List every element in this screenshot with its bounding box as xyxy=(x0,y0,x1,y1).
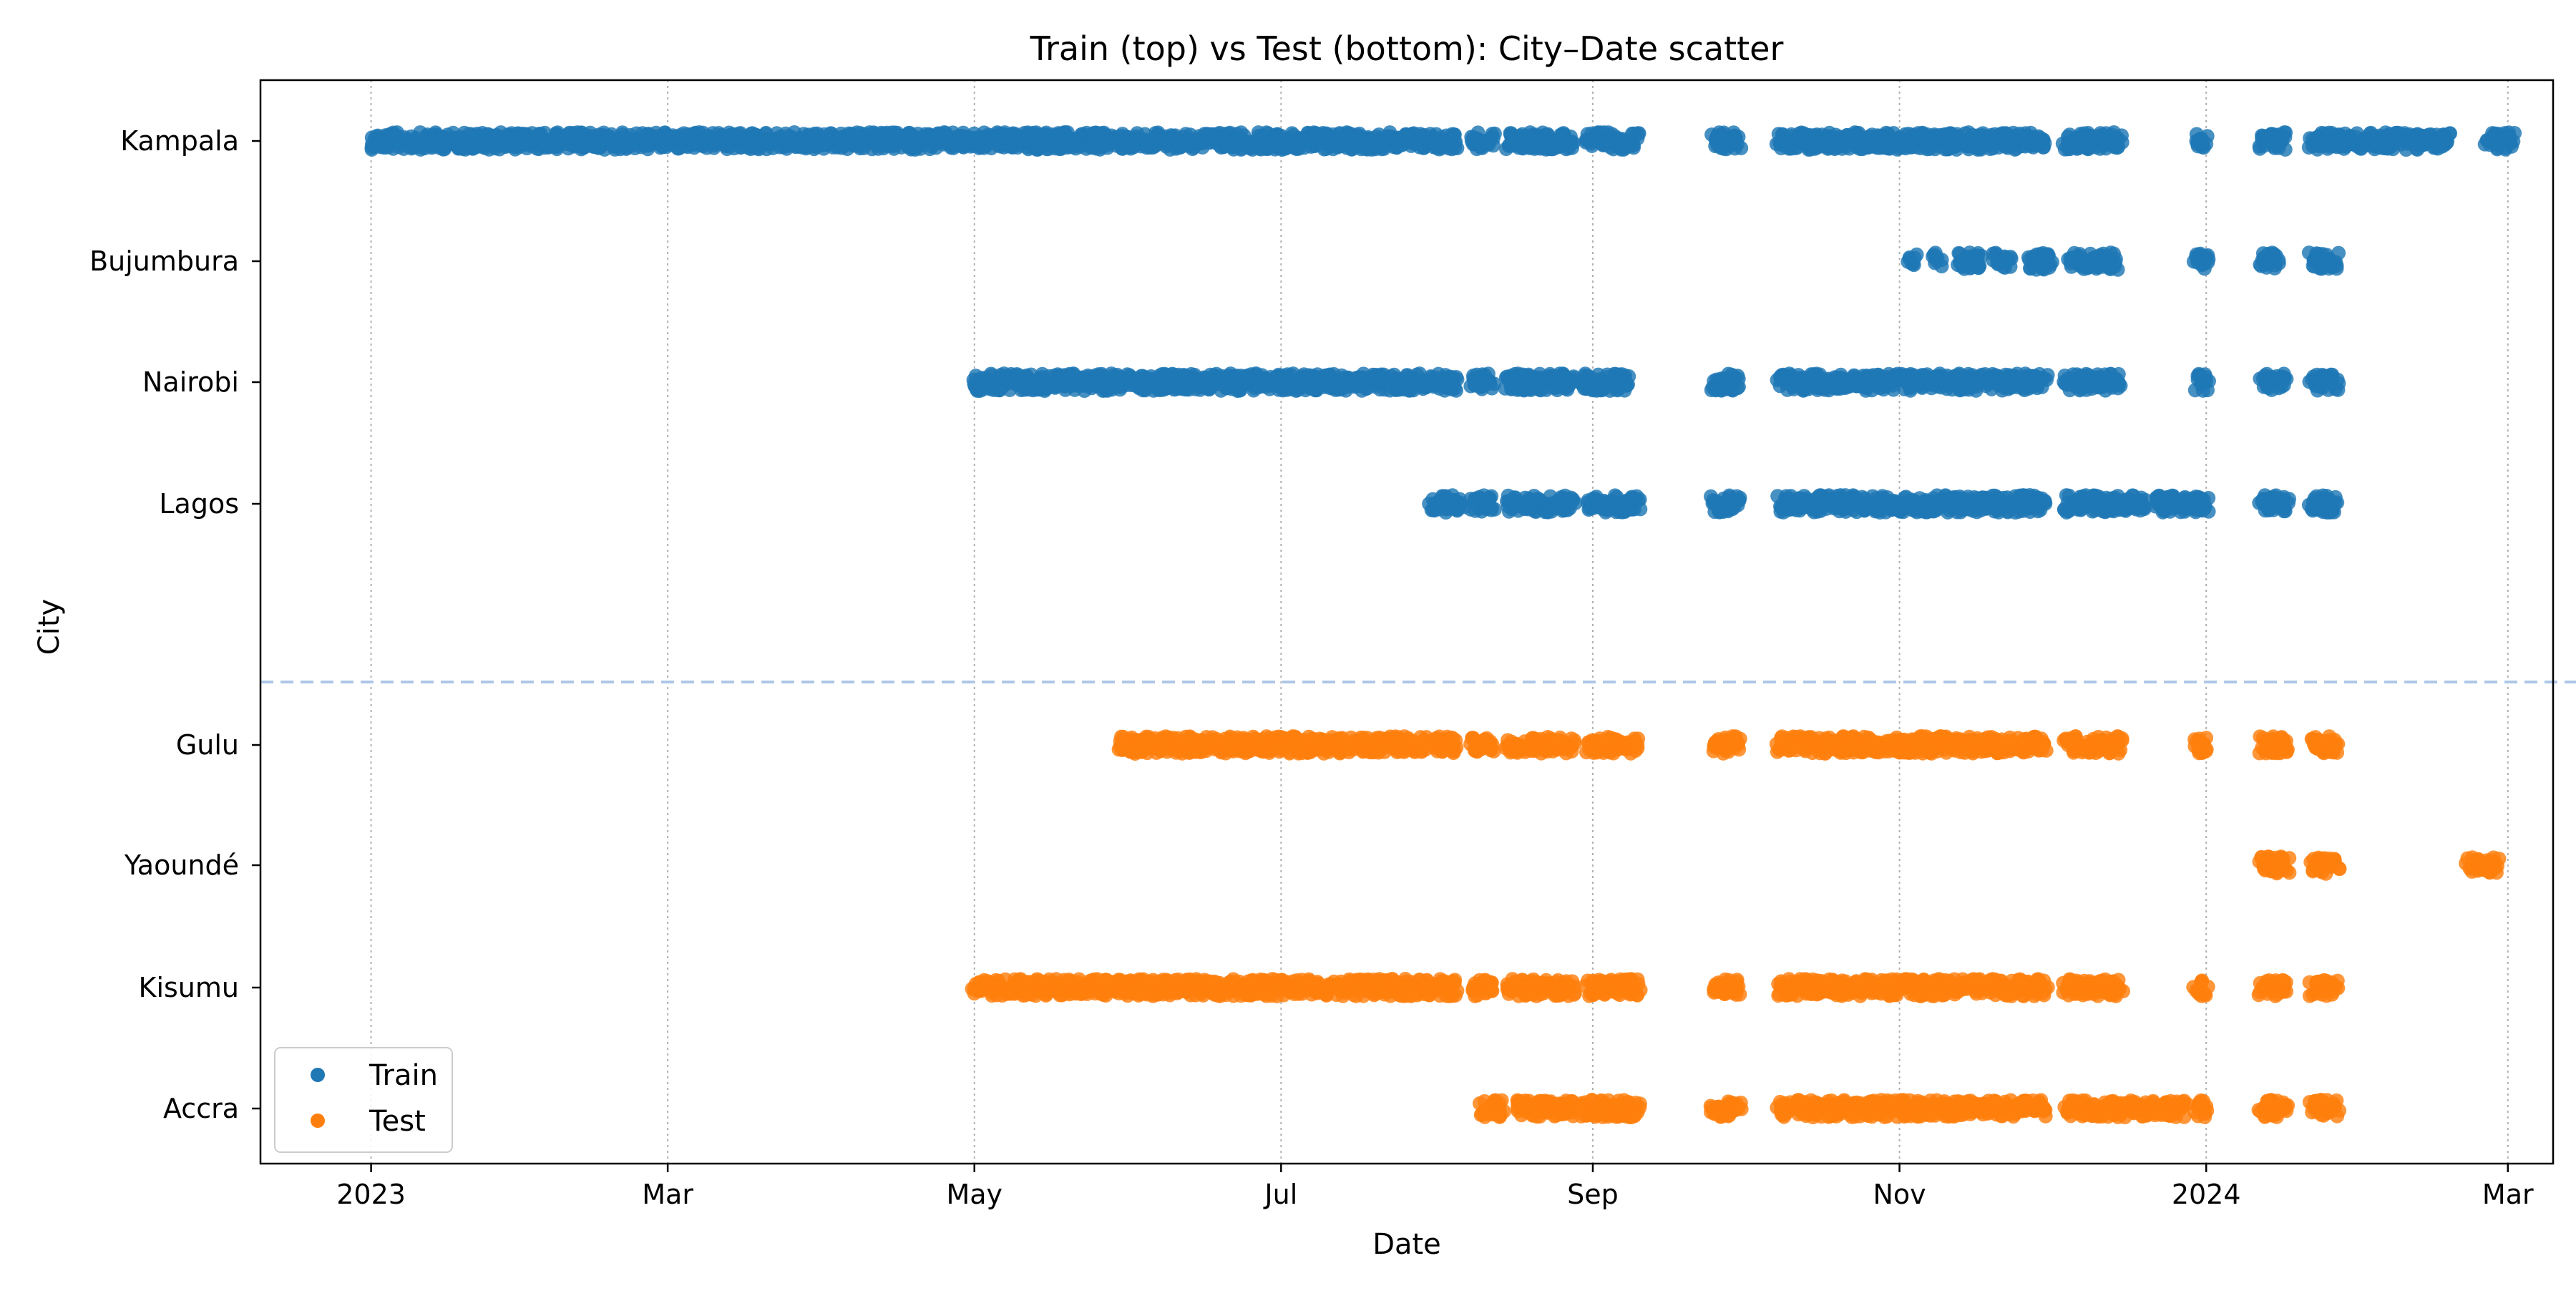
data-point xyxy=(2114,128,2129,142)
data-point xyxy=(2503,134,2517,148)
data-point xyxy=(2442,127,2457,141)
data-point xyxy=(1971,260,1986,275)
data-point xyxy=(2136,500,2150,515)
data-point xyxy=(2330,495,2344,510)
data-point xyxy=(1910,248,1924,262)
data-point xyxy=(2041,247,2055,261)
data-point xyxy=(2277,504,2291,518)
data-point xyxy=(2278,142,2293,157)
data-point xyxy=(2282,492,2296,506)
data-point xyxy=(2202,505,2216,519)
data-point xyxy=(1567,734,1581,748)
data-point xyxy=(2331,246,2346,260)
data-point xyxy=(1563,491,1578,505)
data-point xyxy=(2277,366,2291,381)
data-point xyxy=(1734,141,1748,155)
data-point xyxy=(1629,489,1644,504)
data-point xyxy=(2112,376,2126,390)
data-point xyxy=(1935,253,1949,267)
data-point xyxy=(2200,129,2215,143)
data-point xyxy=(2330,261,2344,276)
data-point xyxy=(2038,497,2052,511)
data-point xyxy=(1630,738,1644,752)
data-point xyxy=(1733,491,1747,505)
data-point xyxy=(1632,126,1646,140)
data-point xyxy=(2277,125,2291,140)
data-point xyxy=(1566,136,1581,150)
data-point xyxy=(2201,491,2215,505)
data-point xyxy=(1448,381,1462,396)
data-point xyxy=(1621,377,1635,391)
data-point xyxy=(2038,136,2052,150)
data-point xyxy=(1488,127,1502,141)
data-point xyxy=(2268,258,2283,273)
data-point xyxy=(1448,127,1462,142)
data-point xyxy=(2037,371,2051,386)
data-point xyxy=(2201,252,2215,266)
data-point xyxy=(1448,744,1462,759)
data-point xyxy=(2200,383,2215,397)
data-point xyxy=(2331,383,2345,397)
data-point xyxy=(1730,381,1745,395)
data-point xyxy=(1483,492,1497,507)
data-point xyxy=(2004,250,2018,264)
data-point xyxy=(2108,255,2122,270)
